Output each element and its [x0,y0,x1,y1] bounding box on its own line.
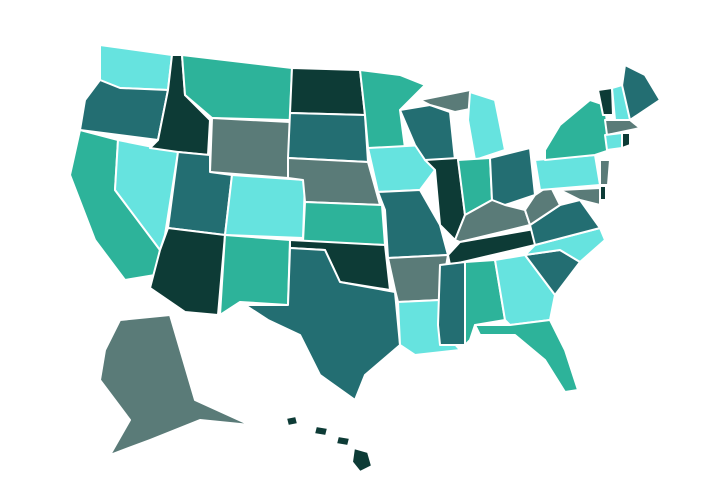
state [335,435,351,447]
state [599,185,607,201]
state [474,319,579,393]
state [599,159,611,186]
state [467,91,506,161]
state [244,247,401,401]
state [351,447,373,473]
state [359,69,426,149]
state [597,87,614,116]
state [285,415,299,427]
state [209,117,291,179]
state [289,67,366,116]
state [559,187,601,206]
state [489,147,536,206]
state [287,112,369,163]
state [79,79,169,141]
state [524,184,561,226]
state [621,132,631,149]
state [604,132,623,151]
state [544,99,611,161]
state [604,119,641,136]
state [219,234,291,316]
state [437,261,466,346]
state [302,201,386,246]
state [224,174,306,239]
state [313,425,329,437]
state [99,314,251,456]
